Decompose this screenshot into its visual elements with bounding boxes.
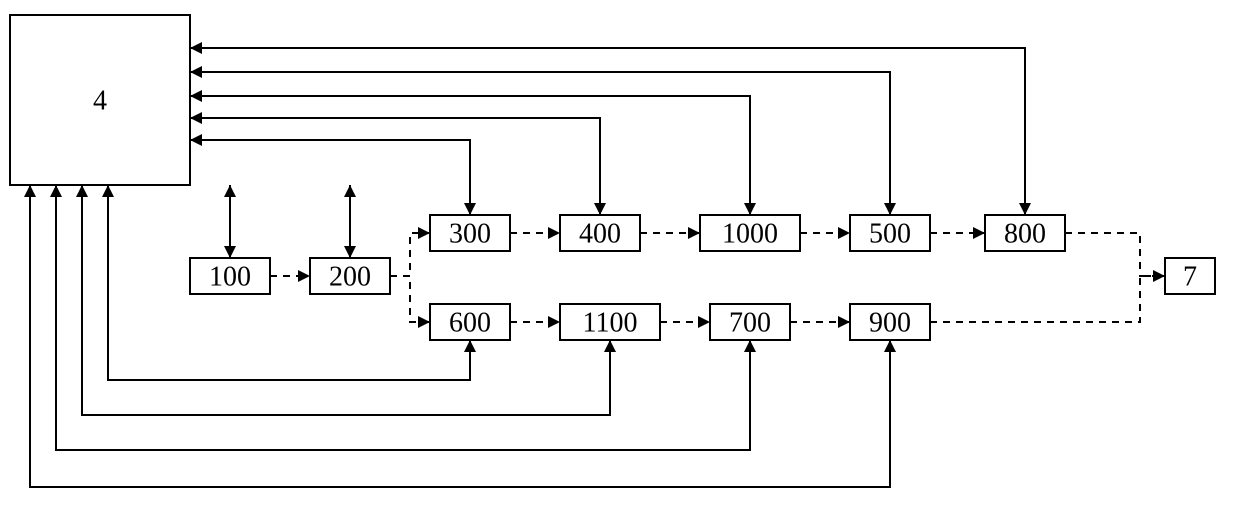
- node-label-n4: 4: [93, 86, 107, 117]
- node-label-n500: 500: [869, 219, 911, 250]
- node-n900: 900: [850, 304, 930, 340]
- block-diagram: 4 100 200 300 400 1000 500 800 600 1100 700 900 7: [0, 0, 1240, 508]
- node-label-n1000: 1000: [722, 219, 778, 250]
- node-label-n100: 100: [209, 262, 251, 293]
- node-n300: 300: [430, 215, 510, 251]
- node-label-n900: 900: [869, 308, 911, 339]
- node-n700: 700: [710, 304, 790, 340]
- node-n200: 200: [310, 258, 390, 294]
- node-n4: 4: [10, 15, 190, 185]
- node-n400: 400: [560, 215, 640, 251]
- node-label-n7: 7: [1183, 262, 1197, 293]
- node-label-n200: 200: [329, 262, 371, 293]
- node-label-n700: 700: [729, 308, 771, 339]
- node-label-n1100: 1100: [583, 308, 638, 339]
- node-label-n600: 600: [449, 308, 491, 339]
- node-n100: 100: [190, 258, 270, 294]
- node-label-n800: 800: [1004, 219, 1046, 250]
- node-n800: 800: [985, 215, 1065, 251]
- node-n1000: 1000: [700, 215, 800, 251]
- node-n7: 7: [1165, 258, 1215, 294]
- node-n600: 600: [430, 304, 510, 340]
- node-label-n400: 400: [579, 219, 621, 250]
- node-n1100: 1100: [560, 304, 660, 340]
- node-label-n300: 300: [449, 219, 491, 250]
- node-n500: 500: [850, 215, 930, 251]
